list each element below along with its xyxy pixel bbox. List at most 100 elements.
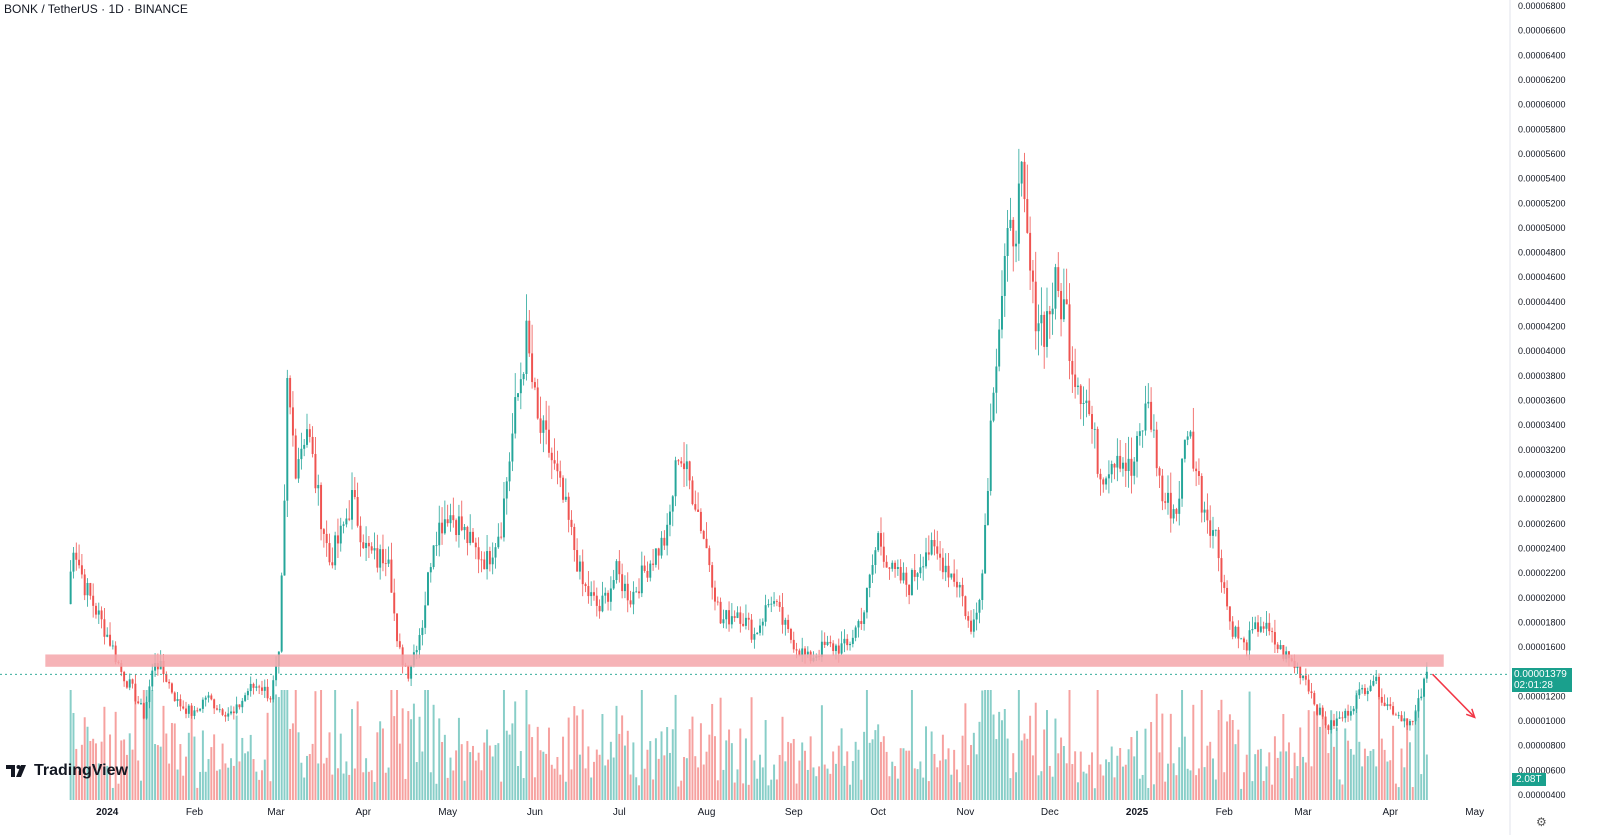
volume-bar [1349, 748, 1352, 800]
volume-bar [874, 730, 877, 800]
volume-bar [708, 734, 711, 800]
volume-bar [401, 708, 404, 800]
tradingview-brand: TradingView [34, 762, 128, 779]
volume-bar [396, 690, 399, 800]
candle-body [725, 610, 728, 620]
candle-body [168, 681, 171, 684]
candle-body [1397, 715, 1400, 716]
candle-body [154, 663, 157, 671]
candle-body [930, 540, 933, 555]
volume-bar [652, 779, 655, 800]
candle-body [1175, 509, 1178, 514]
candle-body [1082, 402, 1085, 405]
volume-bar [1088, 764, 1091, 800]
volume-bar [995, 739, 998, 800]
bar-countdown: 02:01:28 [1514, 680, 1553, 691]
volume-bar [1338, 779, 1341, 800]
candle-body [1138, 431, 1141, 436]
volume-bar [556, 756, 559, 800]
gear-icon[interactable]: ⚙ [1536, 815, 1547, 829]
volume-bar [359, 726, 362, 800]
volume-bar [953, 749, 956, 800]
tradingview-logo[interactable]: TradingView [6, 762, 128, 780]
candle-body [1251, 629, 1254, 631]
candle-body [123, 671, 126, 682]
candle-body [457, 516, 460, 536]
volume-bar [263, 759, 266, 800]
candle-body [621, 574, 624, 592]
candle-body [789, 629, 792, 640]
candle-body [607, 592, 610, 602]
candle-body [905, 572, 908, 585]
volume-bar [1197, 768, 1200, 800]
candle-body [564, 496, 567, 500]
candle-body [1186, 436, 1189, 440]
candle-body [1012, 219, 1015, 247]
candle-body [331, 562, 334, 566]
candle-body [916, 573, 919, 577]
candle-body [286, 378, 289, 501]
candle-body [345, 518, 348, 525]
candle-body [1107, 474, 1110, 479]
candle-body [1133, 461, 1136, 476]
time-tick-label: Sep [785, 807, 803, 818]
candle-body [1279, 645, 1282, 650]
candle-body [1046, 311, 1048, 347]
tradingview-logo-icon [6, 765, 26, 777]
candle-body [393, 592, 396, 614]
volume-bar [1290, 778, 1293, 800]
candle-body [781, 607, 784, 625]
volume-bar [266, 712, 269, 800]
volume-bar [1040, 771, 1043, 800]
volume-bar [792, 738, 795, 800]
volume-bar [677, 786, 680, 800]
volume-bar [1068, 690, 1071, 800]
volume-bar [1206, 745, 1209, 800]
candle-body [1192, 431, 1195, 469]
candle-body [756, 632, 759, 635]
volume-bar [145, 690, 148, 800]
volume-bar [1330, 710, 1333, 800]
candle-body [69, 571, 72, 605]
volume-bar [187, 732, 190, 800]
volume-badge: 2.08T [1512, 773, 1546, 786]
volume-bar [809, 736, 812, 800]
volume-bar [1245, 754, 1248, 800]
volume-bar [1228, 714, 1231, 800]
support-zone[interactable] [45, 654, 1444, 667]
volume-bar [680, 780, 683, 800]
projection-arrow[interactable] [1431, 673, 1476, 719]
candle-body [511, 433, 514, 462]
candle-body [1105, 478, 1108, 485]
candle-body [1076, 385, 1079, 388]
volume-bar [272, 690, 275, 800]
candle-body [1099, 473, 1102, 480]
volume-bar [109, 734, 112, 800]
candle-body [151, 670, 154, 687]
volume-bar [646, 749, 649, 800]
candle-body [1051, 308, 1054, 315]
price-tick-label: 0.00004200 [1518, 322, 1566, 332]
volume-bar [306, 755, 308, 800]
price-tick-label: 0.00003400 [1518, 420, 1566, 430]
candle-body [941, 557, 944, 573]
volume-bar [1352, 754, 1355, 800]
volume-bar [868, 742, 871, 800]
candle-body [688, 461, 691, 481]
volume-bar [559, 774, 562, 800]
volume-bar [291, 723, 294, 800]
time-tick-label: Mar [267, 807, 285, 818]
candle-body [131, 679, 134, 684]
volume-bar [834, 763, 837, 800]
candle-body [221, 709, 224, 715]
volume-bar [649, 741, 652, 800]
candle-body [843, 638, 846, 644]
candle-body [379, 549, 382, 568]
candle-body [753, 634, 756, 640]
candle-body [134, 683, 137, 702]
volume-bar [474, 760, 477, 800]
candle-body [1228, 606, 1231, 622]
candle-body [801, 648, 804, 656]
volume-bar [778, 754, 781, 800]
